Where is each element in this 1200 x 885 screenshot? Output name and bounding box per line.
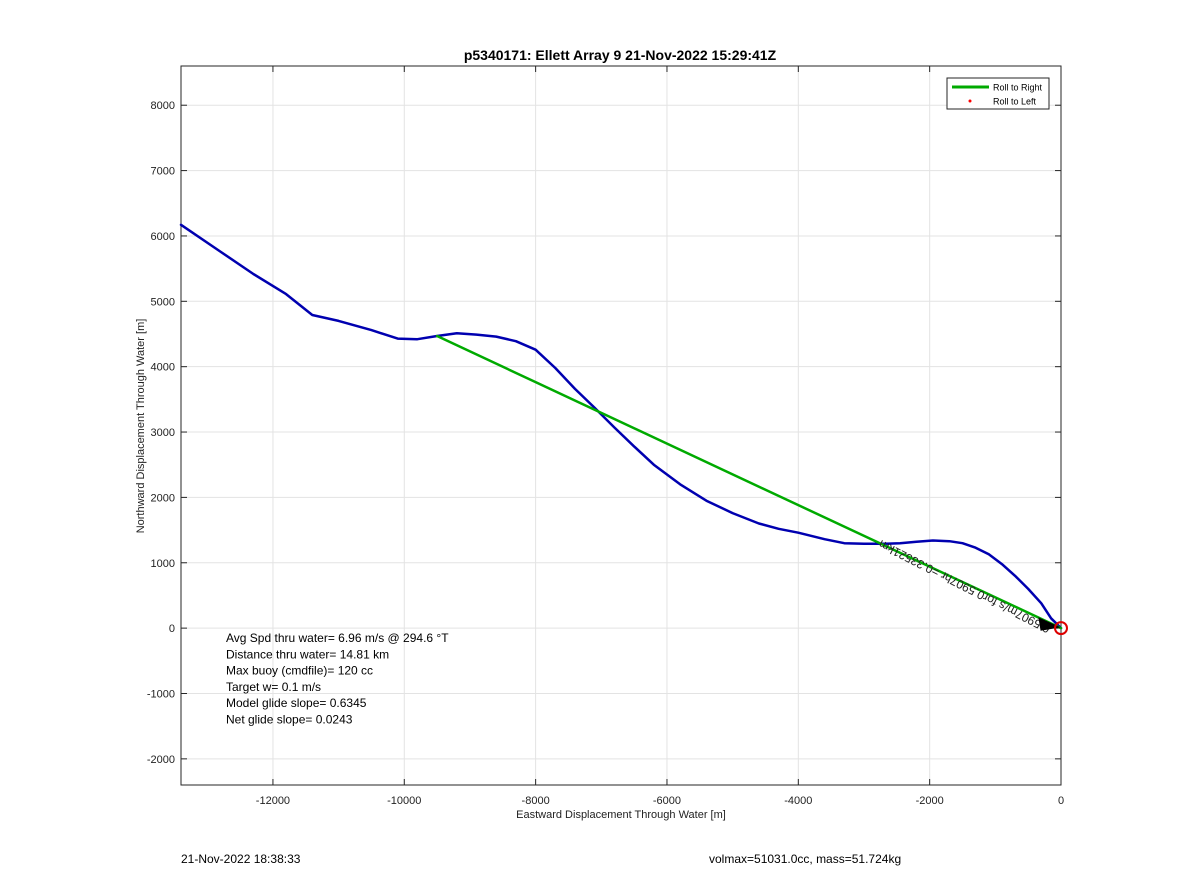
x-tick-label: -2000 bbox=[916, 795, 944, 807]
y-tick-label: 2000 bbox=[151, 492, 175, 504]
legend-swatch-dot bbox=[968, 99, 972, 103]
stats-line: Avg Spd thru water= 6.96 m/s @ 294.6 °T bbox=[226, 631, 449, 645]
drift-arrow bbox=[1038, 617, 1061, 631]
footer-timestamp: 21-Nov-2022 18:38:33 bbox=[181, 852, 301, 866]
stats-line: Max buoy (cmdfile)= 120 cc bbox=[226, 664, 373, 678]
y-tick-label: -1000 bbox=[147, 688, 175, 700]
y-tick-label: 3000 bbox=[151, 427, 175, 439]
y-tick-label: 5000 bbox=[151, 296, 175, 308]
legend-label: Roll to Right bbox=[993, 83, 1043, 93]
series-layer bbox=[179, 223, 1063, 630]
legend-box bbox=[946, 77, 1050, 110]
roll-right-line bbox=[435, 334, 1063, 630]
footer-volmax-mass: volmax=51031.0cc, mass=51.724kg bbox=[709, 852, 902, 866]
x-tick-label: -10000 bbox=[387, 795, 421, 807]
end-marker bbox=[1054, 621, 1068, 636]
stats-line: Target w= 0.1 m/s bbox=[226, 680, 321, 694]
y-axis-label: Northward Displacement Through Water [m] bbox=[135, 319, 147, 534]
y-tick-label: 6000 bbox=[151, 231, 175, 243]
x-tick-label: -6000 bbox=[653, 795, 681, 807]
x-tick-label: -8000 bbox=[522, 795, 550, 807]
grid-layer bbox=[181, 66, 1062, 785]
y-tick-label: 4000 bbox=[151, 362, 175, 374]
x-tick-label: -12000 bbox=[256, 795, 290, 807]
x-axis-label: Eastward Displacement Through Water [m] bbox=[516, 809, 726, 821]
stats-line: Distance thru water= 14.81 km bbox=[226, 647, 389, 661]
stats-line: Net glide slope= 0.0243 bbox=[226, 713, 353, 727]
stats-line: Model glide slope= 0.6345 bbox=[226, 696, 367, 710]
legend: Roll to Right Roll to Left bbox=[946, 77, 1050, 110]
y-tick-label: 8000 bbox=[151, 100, 175, 112]
ticks-layer: -12000 -10000 -8000 -6000 -4000 -2000 0-2000-1… bbox=[147, 66, 1064, 807]
y-tick-label: -2000 bbox=[147, 754, 175, 766]
y-tick-label: 7000 bbox=[151, 166, 175, 178]
y-tick-label: 1000 bbox=[151, 558, 175, 570]
x-tick-label: -4000 bbox=[784, 795, 812, 807]
y-tick-label: 0 bbox=[169, 623, 175, 635]
x-tick-label: 0 bbox=[1058, 795, 1064, 807]
glider-track-line bbox=[179, 223, 1063, 630]
axes-box bbox=[180, 65, 1062, 786]
legend-label: Roll to Left bbox=[993, 97, 1037, 107]
chart-title: p5340171: Ellett Array 9 21-Nov-2022 15:… bbox=[464, 47, 777, 63]
